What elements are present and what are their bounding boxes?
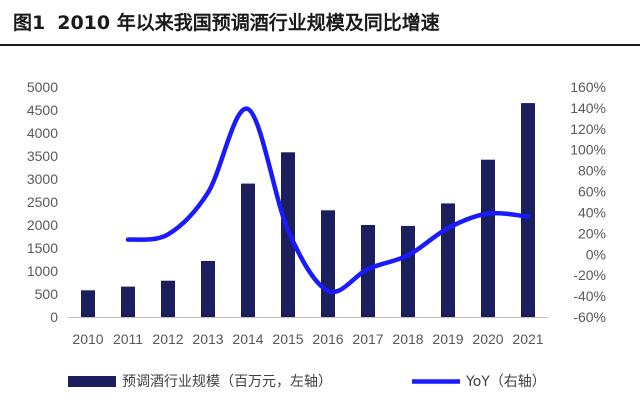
right-tick-label: 0% — [586, 246, 606, 262]
left-tick-label: 0 — [50, 309, 58, 325]
right-tick-label: 60% — [578, 184, 606, 200]
bar-2018 — [401, 225, 415, 317]
bar-2011 — [121, 286, 135, 317]
left-tick-label: 4500 — [27, 102, 58, 118]
figure-title: 图1 2010 年以来我国预调酒行业规模及同比增速 — [13, 6, 440, 40]
x-tick-label: 2021 — [512, 331, 543, 347]
right-tick-label: 140% — [570, 100, 606, 116]
bar-series — [81, 103, 535, 317]
left-axis-ticks: 0 500 1000 1500 2000 2500 3000 3500 4000 4500 5000 — [27, 79, 58, 325]
x-tick-label: 2015 — [272, 331, 303, 347]
right-tick-label: 100% — [570, 142, 606, 158]
legend-line-label: YoY（右轴） — [465, 374, 546, 390]
bar-2021 — [521, 103, 535, 317]
bar-2014 — [241, 183, 255, 317]
bar-2016 — [321, 210, 335, 317]
left-tick-label: 4000 — [27, 125, 58, 141]
right-axis-ticks: -60% -40% -20% 0% 20% 40% 60% 80% 100% 120% 140% 16… — [570, 79, 606, 325]
right-tick-label: -60% — [573, 309, 606, 325]
left-tick-label: 3500 — [27, 148, 58, 164]
x-tick-label: 2018 — [392, 331, 423, 347]
legend: 预调酒行业规模（百万元，左轴） YoY（右轴） — [68, 374, 546, 390]
figure-number: 图1 — [13, 12, 46, 34]
left-tick-label: 1500 — [27, 240, 58, 256]
right-tick-label: -40% — [573, 288, 606, 304]
left-tick-label: 1000 — [27, 263, 58, 279]
bar-2013 — [201, 260, 215, 317]
right-tick-label: 160% — [570, 79, 606, 95]
title-divider — [0, 44, 640, 46]
right-tick-label: 40% — [578, 205, 606, 221]
x-tick-label: 2017 — [352, 331, 383, 347]
left-tick-label: 5000 — [27, 79, 58, 95]
left-tick-label: 2500 — [27, 194, 58, 210]
right-tick-label: 120% — [570, 121, 606, 137]
yoy-line — [125, 106, 531, 295]
x-tick-label: 2011 — [113, 331, 143, 347]
yoy-line-series — [125, 106, 531, 295]
left-tick-label: 500 — [35, 286, 59, 302]
x-tick-label: 2013 — [192, 331, 223, 347]
x-tick-label: 2019 — [432, 331, 463, 347]
figure-title-text: 2010 年以来我国预调酒行业规模及同比增速 — [57, 12, 440, 34]
bar-2012 — [161, 280, 175, 317]
x-axis-ticks: 2010 2011 2012 2013 2014 2015 2016 2017 2018 2019… — [72, 331, 543, 347]
right-tick-label: 80% — [578, 163, 606, 179]
legend-bar-swatch — [68, 376, 116, 387]
left-tick-label: 2000 — [27, 217, 58, 233]
x-tick-label: 2010 — [72, 331, 103, 347]
right-tick-label: 20% — [578, 225, 606, 241]
x-tick-label: 2020 — [472, 331, 503, 347]
bar-2010 — [81, 290, 95, 317]
x-tick-label: 2012 — [152, 331, 183, 347]
bar-2020 — [481, 159, 495, 317]
bar-2019 — [441, 203, 455, 317]
legend-bar-label: 预调酒行业规模（百万元，左轴） — [122, 374, 332, 390]
left-tick-label: 3000 — [27, 171, 58, 187]
right-tick-label: -20% — [573, 267, 606, 283]
x-tick-label: 2016 — [312, 331, 343, 347]
x-tick-label: 2014 — [232, 331, 263, 347]
